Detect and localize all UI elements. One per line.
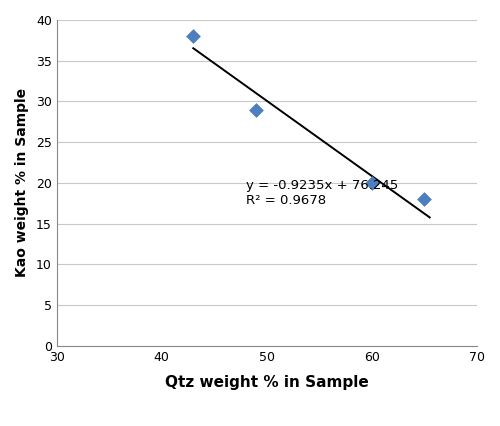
Point bbox=[368, 179, 376, 186]
Y-axis label: Kao weight % in Sample: Kao weight % in Sample bbox=[15, 88, 29, 277]
Point bbox=[420, 196, 428, 202]
Point bbox=[252, 106, 260, 113]
X-axis label: Qtz weight % in Sample: Qtz weight % in Sample bbox=[165, 375, 368, 390]
Point bbox=[190, 33, 198, 40]
Text: y = -0.9235x + 76.245
R² = 0.9678: y = -0.9235x + 76.245 R² = 0.9678 bbox=[246, 179, 398, 207]
